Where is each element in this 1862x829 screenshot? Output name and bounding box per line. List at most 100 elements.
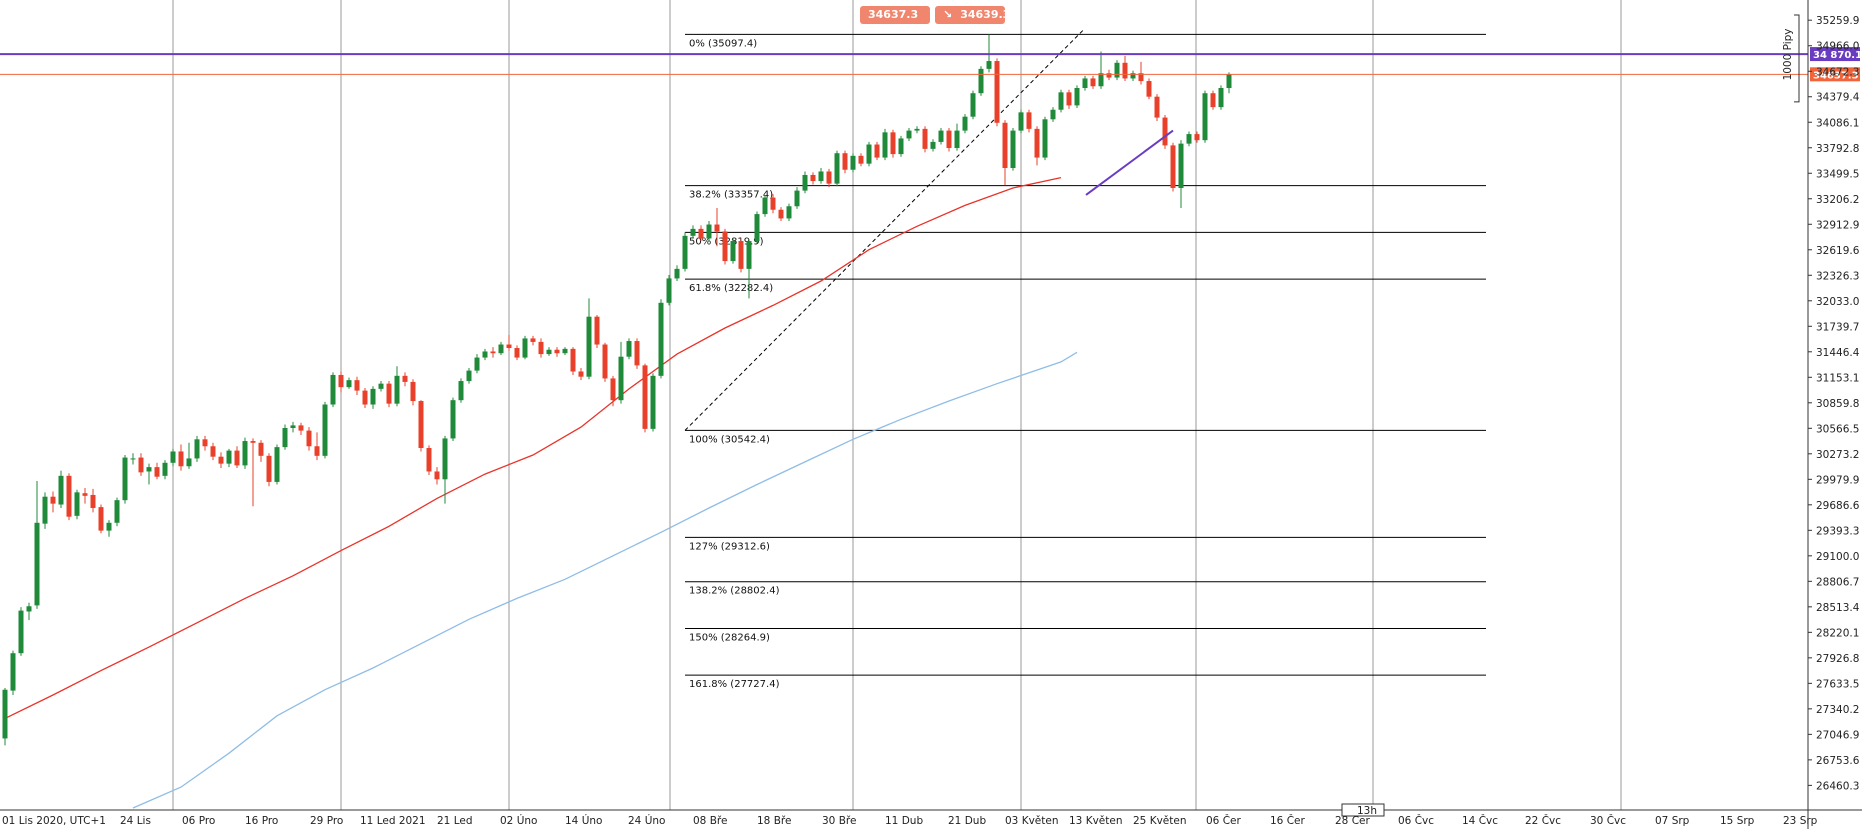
candle-body — [714, 224, 720, 232]
candle-body — [1194, 134, 1200, 141]
time-tick-label: 15 Srp — [1720, 815, 1755, 827]
time-tick-label: 06 Čer — [1206, 814, 1241, 827]
candle-body — [490, 351, 496, 354]
candle-body — [250, 441, 256, 443]
moving-average-0 — [4, 176, 1062, 719]
price-tick-label: 31739.7 — [1816, 321, 1859, 333]
candle-body — [242, 441, 248, 466]
price-tick-label: 26753.6 — [1816, 755, 1860, 767]
candle-body — [770, 197, 776, 210]
time-tick-label: 02 Úno — [500, 814, 537, 827]
price-tick-label: 31153.1 — [1816, 372, 1859, 384]
moving-averages — [4, 176, 1078, 809]
price-tick-label: 32619.6 — [1816, 245, 1860, 257]
moving-average-1 — [132, 351, 1078, 809]
candle-body — [778, 209, 784, 219]
time-tick-label: 06 Čvc — [1398, 814, 1434, 827]
fib-level-label: 0% (35097.4) — [689, 38, 757, 49]
candle-body — [538, 341, 544, 355]
candle-body — [298, 425, 304, 431]
price-tick-label: 34966.0 — [1816, 41, 1859, 53]
time-tick-label: 21 Led — [437, 815, 473, 827]
time-tick-label: 16 Pro — [245, 815, 278, 827]
fib-level-label: 138.2% (28802.4) — [689, 586, 780, 597]
candle-body — [274, 447, 280, 482]
candle-body — [706, 224, 712, 239]
current-period-label: 13h — [1357, 805, 1377, 817]
price-tick-label: 28513.4 — [1816, 602, 1860, 614]
candle-body — [562, 348, 568, 354]
price-tick-label: 27046.9 — [1816, 729, 1859, 741]
price-tick-label: 32033.0 — [1816, 296, 1859, 308]
pip-ruler — [1794, 14, 1800, 103]
candle-body — [370, 388, 376, 405]
candle-body — [154, 467, 160, 477]
candle-body — [474, 357, 480, 371]
sell-arrow-icon: ↘ — [928, 8, 938, 21]
price-tick-label: 34086.1 — [1816, 117, 1859, 129]
candle-body — [90, 494, 96, 508]
time-tick-label: 23 Srp — [1783, 815, 1818, 827]
candle-body — [586, 316, 592, 377]
candle-body — [514, 348, 520, 358]
candle-body — [1130, 73, 1136, 79]
candle-body — [634, 341, 640, 366]
time-tick-label: 13 Květen — [1069, 815, 1123, 827]
candle-body — [98, 507, 104, 531]
candle-body — [354, 380, 360, 391]
price-tick-label: 34672.3 — [1816, 66, 1859, 78]
candle-body — [746, 241, 752, 269]
candle-body — [898, 138, 904, 155]
candle-body — [130, 458, 136, 460]
candle-body — [1114, 62, 1120, 78]
candle-body — [10, 653, 16, 691]
candle-body — [378, 383, 384, 389]
candle-body — [258, 442, 264, 456]
price-tick-label: 29686.6 — [1816, 500, 1860, 512]
candle-body — [1154, 96, 1160, 118]
candle-body — [458, 381, 464, 401]
candle-body — [1058, 92, 1064, 110]
candle-body — [482, 351, 488, 358]
fib-level-label: 38.2% (33357.4) — [689, 190, 773, 201]
sell-price-badge[interactable]: 34637.3 ↘ — [860, 6, 937, 24]
candle-body — [570, 348, 576, 372]
candle-body — [234, 450, 240, 466]
candle-body — [306, 430, 312, 447]
time-tick-label: 11 Dub — [885, 815, 923, 827]
time-axis[interactable]: 01 Lis 2020, UTC+1 24 Lis 06 Pro 16 Pro 29 P… — [2, 803, 1818, 827]
candle-body — [930, 141, 936, 149]
fib-level-label: 61.8% (32282.4) — [689, 283, 773, 294]
candle-body — [138, 457, 144, 473]
candle-body — [762, 197, 768, 215]
price-tick-label: 28806.7 — [1816, 576, 1859, 588]
price-tick-label: 33206.2 — [1816, 194, 1859, 206]
fibonacci-retracement[interactable]: 0% (35097.4)38.2% (33357.4)50% (32819.9)… — [684, 29, 1486, 690]
time-tick-label: 03 Květen — [1005, 815, 1059, 827]
candle-body — [346, 380, 352, 388]
candle-body — [1178, 143, 1184, 188]
current-period-marker — [1341, 803, 1385, 817]
horizontal-price-lines[interactable]: 34 870.1 34637.3 1000 Pipy — [0, 14, 1862, 103]
time-tick-label: 08 Bře — [693, 815, 727, 827]
candle-body — [522, 338, 528, 358]
candle-body — [834, 153, 840, 184]
buy-price-badge[interactable]: ↘ 34639.3 — [935, 6, 1010, 24]
candle-body — [1098, 73, 1104, 87]
candle-body — [970, 93, 976, 117]
candle-body — [202, 439, 208, 447]
trendline[interactable] — [1085, 129, 1174, 196]
candle-body — [658, 302, 664, 376]
candle-body — [74, 492, 80, 516]
candle-body — [786, 206, 792, 219]
candle-body — [2, 689, 8, 739]
candle-body — [282, 428, 288, 448]
candle-body — [914, 128, 920, 131]
price-line-tag-0 — [1810, 47, 1860, 62]
candle-body — [810, 174, 816, 182]
price-tick-label: 27926.8 — [1816, 653, 1859, 665]
time-tick-label: 28 Čer — [1335, 814, 1370, 827]
price-tick-label: 29979.9 — [1816, 474, 1859, 486]
